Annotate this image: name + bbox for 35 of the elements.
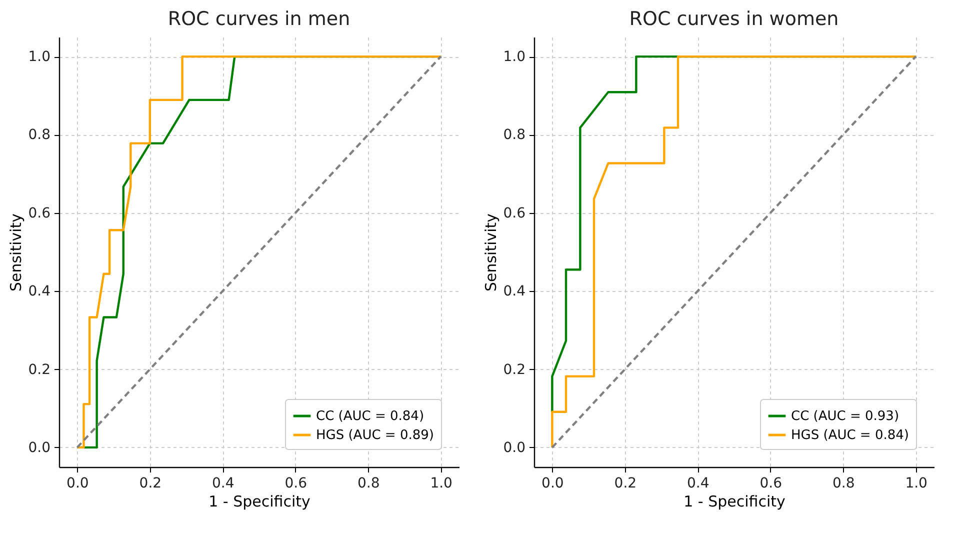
y-tick-label: 1.0 [503, 49, 526, 66]
x-tick-label: 0.2 [139, 476, 162, 492]
y-tick-label: 0.0 [503, 440, 526, 456]
x-tick-label: 0.6 [284, 476, 308, 492]
chart-title: ROC curves in men [168, 8, 350, 30]
y-axis-title: Sensitivity [7, 213, 26, 292]
x-tick-label: 0.4 [687, 476, 710, 492]
y-tick-label: 0.0 [28, 440, 50, 456]
line-series [76, 55, 442, 449]
y-tick-label: 0.6 [28, 205, 51, 222]
y-tick-label: 0.8 [503, 127, 526, 144]
x-axis-title: 1 - Specificity [208, 492, 311, 510]
y-tick-label: 0.2 [503, 362, 526, 378]
legend-label: CC (AUC = 0.84) [316, 409, 424, 424]
x-tick-label: 0.0 [66, 476, 89, 492]
legend-label: HGS (AUC = 0.89) [316, 428, 434, 443]
legend-label: HGS (AUC = 0.84) [791, 428, 909, 443]
y-axis-title: Sensitivity [482, 213, 500, 292]
x-tick-label: 0.8 [832, 476, 855, 492]
x-tick-label: 0.6 [760, 476, 782, 492]
y-tick-label: 0.6 [503, 205, 526, 222]
x-axis-title: 1 - Specificity [684, 492, 786, 510]
legend-label: CC (AUC = 0.93) [791, 409, 900, 424]
y-tick-label: 1.0 [28, 49, 50, 66]
chart-title: ROC curves in women [629, 8, 839, 30]
y-tick-label: 0.4 [28, 284, 51, 300]
x-tick-label: 1.0 [905, 476, 928, 492]
y-tick-label: 0.8 [28, 127, 50, 144]
x-tick-label: 0.2 [614, 476, 637, 492]
y-tick-label: 0.4 [503, 284, 526, 300]
x-tick-label: 0.4 [212, 476, 234, 492]
x-tick-label: 0.0 [542, 476, 564, 492]
x-tick-label: 1.0 [430, 476, 452, 492]
y-tick-label: 0.2 [28, 362, 50, 378]
x-tick-label: 0.8 [357, 476, 380, 492]
